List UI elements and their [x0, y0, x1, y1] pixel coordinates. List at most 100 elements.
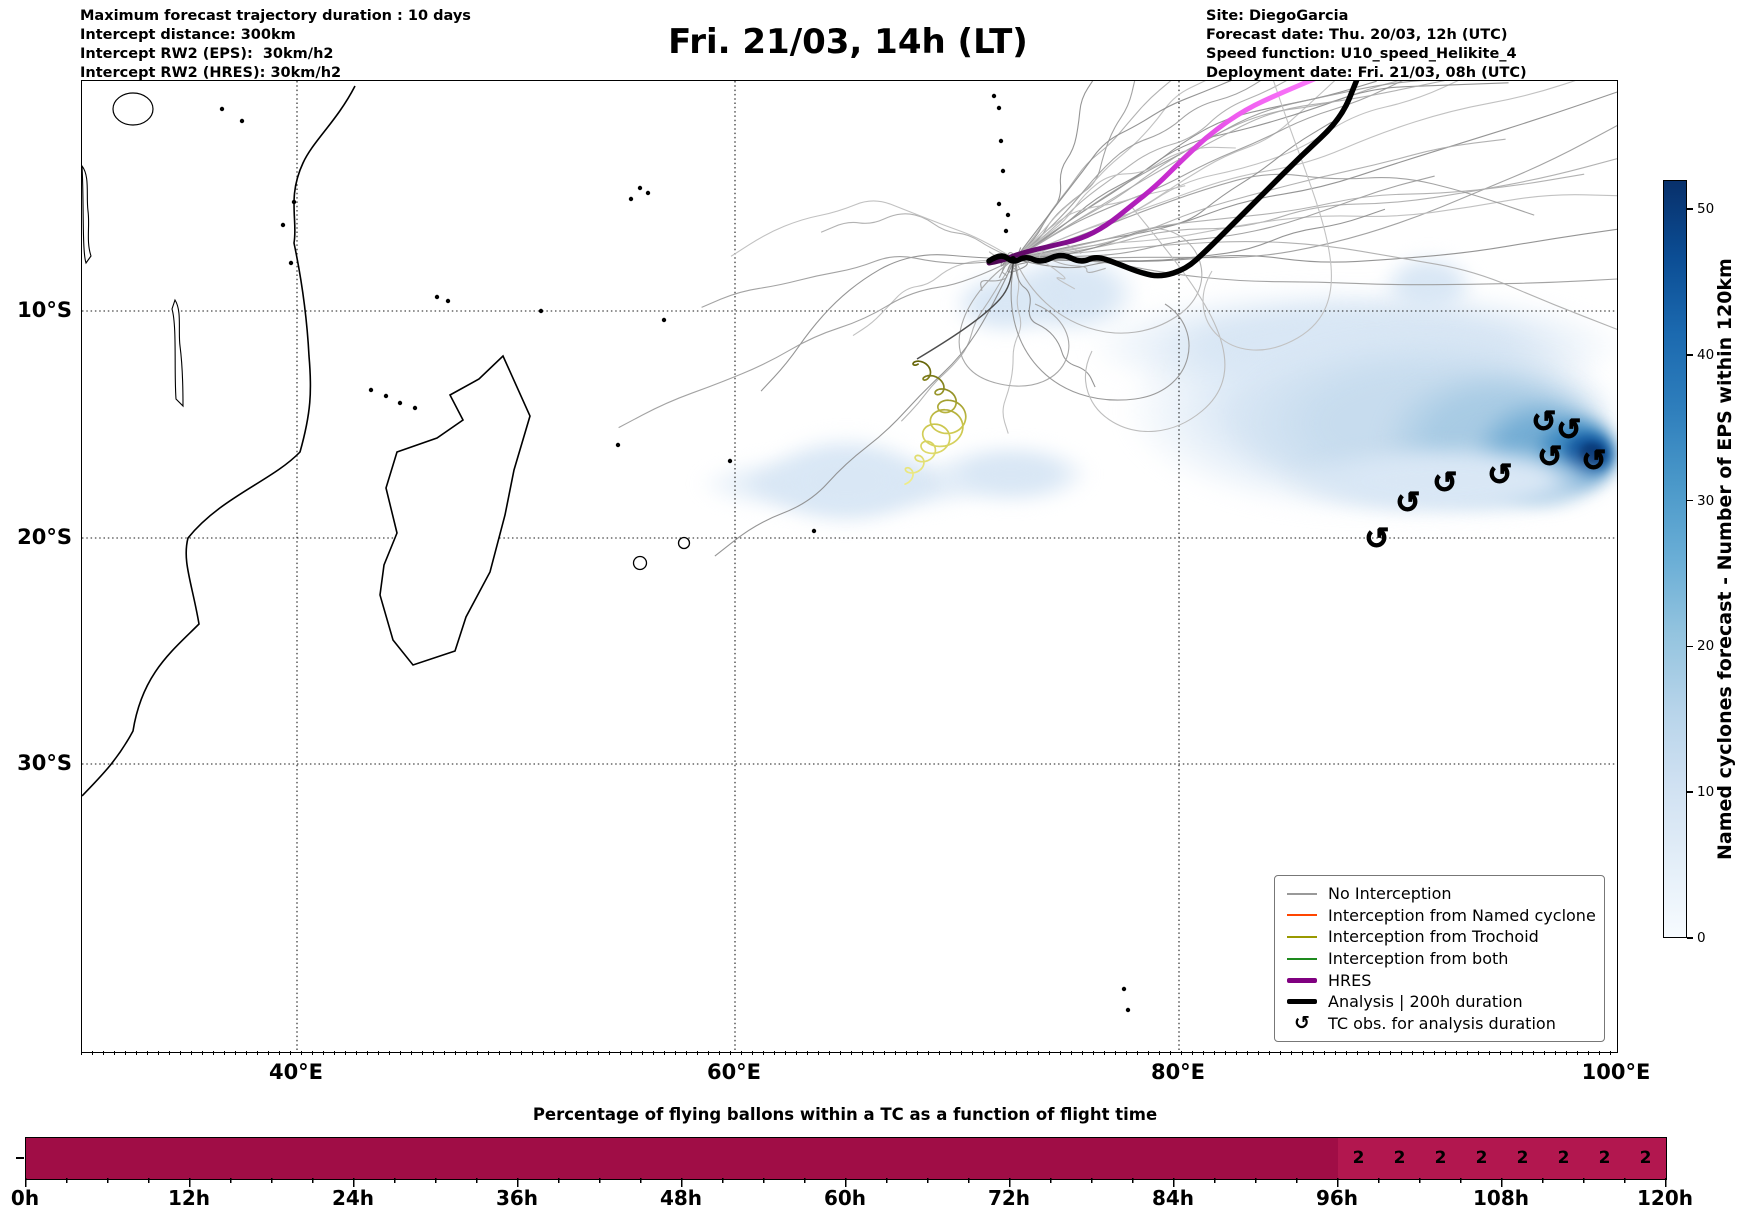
island-dot	[1000, 168, 1006, 174]
map-y-tick-label: 10°S	[17, 298, 72, 322]
ensemble-trajectory	[730, 200, 1016, 260]
ensemble-trajectory	[1014, 82, 1509, 260]
ensemble-trajectory	[1014, 81, 1425, 260]
ensemble-trajectory-loop	[958, 258, 1070, 387]
island-dot	[1125, 1007, 1131, 1013]
trochoid-track	[904, 360, 967, 486]
ensemble-trajectory	[1014, 81, 1232, 260]
ensemble-trajectory	[1014, 81, 1094, 260]
island-dot	[280, 222, 286, 228]
ensemble-trajectory	[1014, 81, 1459, 260]
density-blob	[931, 443, 1091, 505]
bar-bin-count-label: 2	[1434, 1148, 1447, 1168]
density-blob	[761, 433, 931, 528]
tc-obs-marker: ↺	[1432, 466, 1457, 501]
ensemble-trajectory-loop	[1085, 205, 1226, 432]
legend-item: Analysis | 200h duration	[1285, 991, 1594, 1013]
bar-bin-count-label: 2	[1516, 1148, 1529, 1168]
island-dot	[288, 260, 294, 266]
ensemble-trajectory	[1014, 146, 1236, 260]
tc-obs-marker: ↺	[1364, 522, 1389, 557]
colorbar-label: Named cyclones forecast - Number of EPS …	[1714, 258, 1736, 860]
bar-x-tick-label: 120h	[1637, 1186, 1693, 1210]
colorbar-tick-label: 30	[1697, 492, 1715, 509]
bar-x-tick-label: 60h	[823, 1186, 867, 1210]
island-dot	[998, 138, 1004, 144]
bar-bin-count-label: 2	[1557, 1148, 1570, 1168]
figure-title: Fri. 21/03, 14h (LT)	[668, 22, 1028, 62]
colorbar-tick-mark	[1687, 208, 1693, 210]
bar-x-tick-label: 36h	[495, 1186, 539, 1210]
colorbar-tick-mark	[1687, 937, 1693, 939]
bottom-chart-title: Percentage of flying ballons within a TC…	[532, 1105, 1158, 1124]
legend-thick-line	[1287, 999, 1317, 1005]
bar-y-tick	[16, 1157, 24, 1159]
island-dot	[239, 118, 245, 124]
ensemble-trajectory	[1014, 228, 1617, 263]
ensemble-trajectory	[1014, 158, 1617, 260]
colorbar-tick-mark	[1687, 791, 1693, 794]
legend-line	[1287, 957, 1317, 960]
bar-segment	[26, 1138, 1338, 1179]
ensemble-trajectory	[1014, 81, 1446, 260]
max-duration-line: Maximum forecast trajectory duration : 1…	[80, 8, 471, 24]
map-y-tick-label: 30°S	[17, 751, 72, 775]
tc-obs-marker: ↺	[1556, 413, 1581, 448]
map-canvas: ↺ ↺↺ ↺↺↺↺↺	[82, 81, 1617, 1052]
intercept-rw2-eps-line: Intercept RW2 (EPS): 30km/h2	[80, 46, 334, 62]
ensemble-trajectory-loop	[1202, 81, 1332, 351]
island-dot	[291, 199, 297, 205]
bar-x-tick-label: 72h	[987, 1186, 1031, 1210]
island-dot	[383, 393, 389, 399]
legend-item-label: Interception from both	[1328, 949, 1509, 969]
legend-line-swatch	[1285, 914, 1319, 917]
bar-bin-count-label: 2	[1393, 1148, 1406, 1168]
island-dot	[434, 294, 440, 300]
legend-item: Interception from Named cyclone	[1285, 905, 1596, 927]
legend-item-label: HRES	[1328, 970, 1372, 990]
ensemble-trajectory	[1014, 121, 1332, 260]
legend-thick-line	[1287, 977, 1317, 983]
lake-victoria-outline	[112, 92, 154, 126]
colorbar	[1663, 180, 1687, 938]
map-y-tick-label: 20°S	[17, 525, 72, 549]
island-dot	[538, 308, 544, 314]
island-dot	[996, 105, 1002, 111]
legend-item: No Interception	[1285, 883, 1594, 905]
island-dot	[661, 317, 667, 323]
legend-line	[1287, 914, 1317, 917]
legend-line	[1287, 935, 1317, 938]
density-heatmap-layer	[82, 81, 1617, 1052]
africa-coastline	[82, 85, 356, 797]
legend-item: HRES	[1285, 969, 1594, 991]
bar-x-tick-label: 12h	[167, 1186, 211, 1210]
map-x-minor-ticks	[81, 1051, 1618, 1055]
ensemble-trajectory	[701, 256, 1016, 308]
legend-line-swatch	[1285, 892, 1319, 895]
ensemble-trajectory	[1014, 138, 1506, 260]
legend-line	[1287, 892, 1317, 895]
island-outline	[632, 555, 648, 571]
ensemble-trajectory-loop	[1010, 258, 1190, 401]
legend-line-swatch	[1285, 999, 1319, 1005]
bar-bin-count-label: 2	[1598, 1148, 1611, 1168]
ensemble-trajectory	[1014, 173, 1585, 260]
ensemble-trajectory	[1014, 81, 1261, 260]
ensemble-trajectory	[1014, 175, 1435, 260]
bar-x-tick-label: 108h	[1473, 1186, 1529, 1210]
colorbar-tick-mark	[1687, 645, 1693, 648]
tc-obs-marker: ↺	[1581, 444, 1606, 479]
tc-obs-marker: ↺	[1395, 486, 1420, 521]
legend: No Interception Interception from Named c…	[1274, 875, 1605, 1043]
bar-bin-count-label: 2	[1475, 1148, 1488, 1168]
colorbar-tick-mark	[1687, 499, 1693, 502]
ensemble-trajectory	[1014, 81, 1403, 260]
ensemble-trajectory	[1014, 258, 1096, 388]
colorbar-tick-label: 10	[1697, 784, 1715, 801]
colorbar-tick-label: 20	[1697, 638, 1715, 655]
hres-track	[986, 81, 1316, 266]
ensemble-trajectory	[1002, 258, 1022, 434]
island-dot	[1003, 228, 1009, 234]
deployment-date-line: Deployment date: Fri. 21/03, 08h (UTC)	[1206, 65, 1527, 81]
bar-bin-count-label: 2	[1639, 1148, 1652, 1168]
